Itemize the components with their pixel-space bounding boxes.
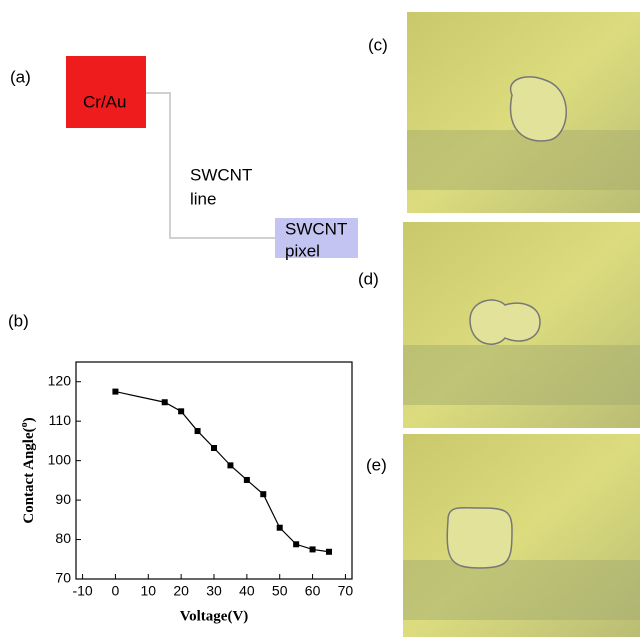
x-tick-label: 50 bbox=[272, 583, 288, 599]
x-tick-label: 20 bbox=[173, 583, 189, 599]
y-tick-label: 100 bbox=[48, 451, 72, 467]
x-tick-label: -10 bbox=[72, 583, 92, 599]
y-tick-label: 70 bbox=[55, 570, 71, 586]
panel-label: (b) bbox=[8, 311, 29, 330]
line-label: line bbox=[190, 189, 216, 208]
y-axis-title-part: Contact Angle( bbox=[21, 427, 37, 523]
micrograph bbox=[403, 222, 640, 428]
data-point bbox=[293, 541, 300, 548]
panel-label: (a) bbox=[10, 67, 31, 86]
y-axis-title: Contact Angle(o) bbox=[19, 417, 38, 523]
data-point bbox=[260, 491, 267, 498]
panel-label: (e) bbox=[366, 455, 387, 474]
data-point bbox=[309, 546, 316, 553]
data-point bbox=[211, 445, 217, 452]
x-tick-label: 30 bbox=[206, 583, 222, 599]
x-axis-title: Voltage(V) bbox=[180, 608, 249, 624]
x-tick-label: 40 bbox=[239, 583, 255, 599]
data-point bbox=[178, 408, 185, 415]
data-point bbox=[326, 548, 332, 555]
x-tick-label: 70 bbox=[338, 583, 354, 599]
electrode-label: Cr/Au bbox=[83, 92, 126, 111]
y-tick-label: 80 bbox=[55, 530, 71, 546]
data-line bbox=[115, 391, 330, 553]
x-tick-label: 60 bbox=[305, 583, 321, 599]
swcnt-line bbox=[146, 92, 276, 239]
micrograph bbox=[403, 434, 640, 637]
pixel-label: pixel bbox=[285, 241, 320, 260]
y-axis-title-part: o bbox=[19, 422, 30, 427]
pixel-label: SWCNT bbox=[285, 219, 347, 238]
data-point bbox=[243, 476, 250, 483]
data-point bbox=[194, 428, 201, 435]
y-tick-label: 90 bbox=[55, 491, 71, 507]
y-tick-label: 120 bbox=[48, 372, 72, 388]
line-label: SWCNT bbox=[190, 165, 252, 184]
data-point bbox=[161, 399, 168, 406]
x-tick-label: 10 bbox=[140, 583, 156, 599]
y-tick-label: 110 bbox=[49, 412, 72, 428]
data-point bbox=[112, 388, 119, 395]
data-point bbox=[276, 524, 283, 531]
y-axis-title-part: ) bbox=[21, 417, 37, 422]
data-point bbox=[227, 462, 234, 469]
electrode bbox=[66, 56, 146, 128]
x-tick-label: 0 bbox=[112, 583, 120, 599]
pixel bbox=[275, 218, 358, 258]
panel-label: (c) bbox=[368, 35, 388, 54]
panel-label: (d) bbox=[358, 269, 379, 288]
chart: -10 0 10 20 30 40 50 60 70 70 80 90 100 110 120 Voltage… bbox=[19, 361, 354, 624]
micrograph bbox=[407, 12, 640, 213]
